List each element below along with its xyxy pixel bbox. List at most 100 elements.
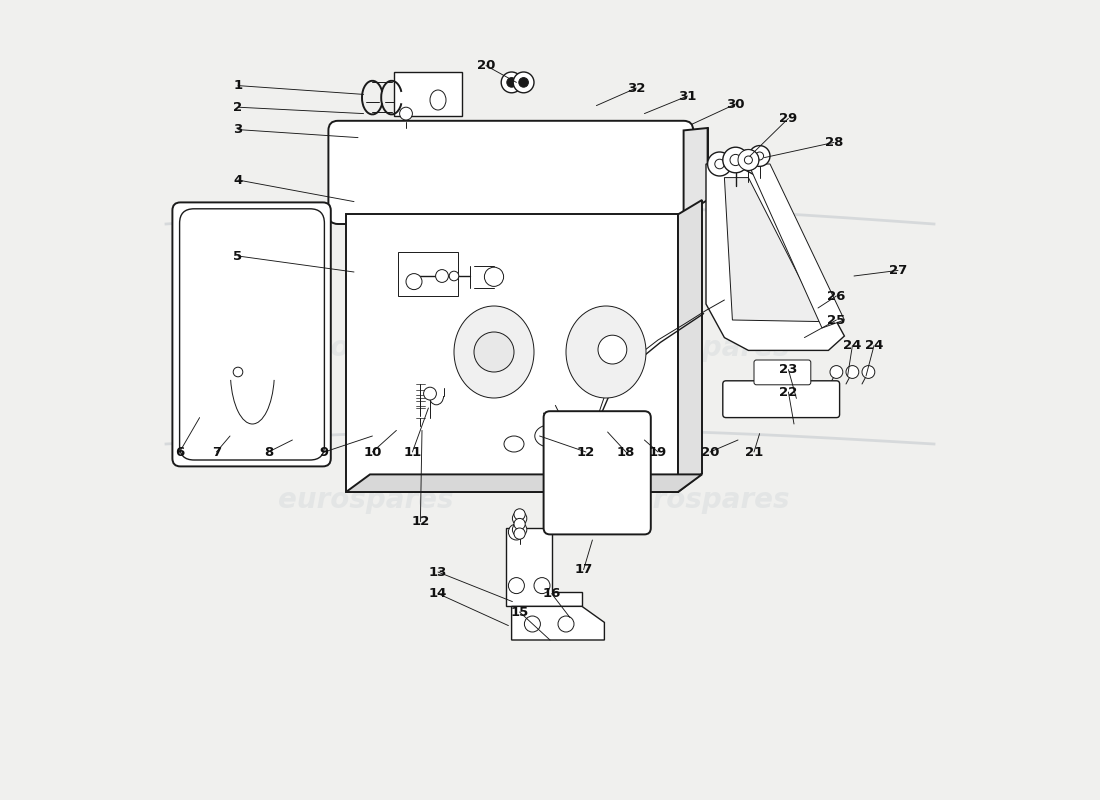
Text: 5: 5: [233, 250, 243, 262]
Circle shape: [745, 156, 752, 164]
Text: 7: 7: [212, 446, 221, 458]
Text: 2: 2: [233, 101, 243, 114]
Circle shape: [738, 150, 759, 170]
Circle shape: [846, 366, 859, 378]
Circle shape: [508, 524, 525, 540]
Circle shape: [513, 522, 527, 537]
Text: 20: 20: [476, 59, 495, 72]
Circle shape: [502, 72, 522, 93]
Text: 9: 9: [320, 446, 329, 458]
Circle shape: [436, 270, 449, 282]
Circle shape: [745, 156, 752, 164]
Polygon shape: [506, 528, 582, 606]
Text: eurospares: eurospares: [278, 486, 453, 514]
Text: 15: 15: [510, 606, 529, 618]
Circle shape: [514, 518, 525, 530]
Circle shape: [449, 271, 459, 281]
Text: 16: 16: [542, 587, 561, 600]
Text: 24: 24: [865, 339, 883, 352]
Text: 1: 1: [233, 79, 243, 92]
Circle shape: [598, 335, 627, 364]
FancyBboxPatch shape: [173, 202, 331, 466]
Text: 31: 31: [679, 90, 696, 102]
Circle shape: [749, 146, 770, 166]
Text: 24: 24: [844, 339, 861, 352]
Circle shape: [474, 332, 514, 372]
Text: 30: 30: [726, 98, 745, 110]
Text: eurospares: eurospares: [278, 334, 453, 362]
Ellipse shape: [454, 306, 534, 398]
Circle shape: [730, 154, 741, 166]
Circle shape: [513, 511, 527, 526]
Text: 29: 29: [779, 112, 798, 125]
Polygon shape: [346, 474, 702, 492]
Ellipse shape: [535, 425, 565, 447]
Circle shape: [583, 466, 612, 494]
Circle shape: [514, 528, 525, 539]
Circle shape: [525, 616, 540, 632]
Circle shape: [862, 366, 874, 378]
Polygon shape: [706, 164, 845, 350]
Text: 17: 17: [574, 563, 593, 576]
Polygon shape: [512, 606, 604, 640]
Text: 11: 11: [404, 446, 421, 458]
Circle shape: [484, 267, 504, 286]
Circle shape: [519, 78, 528, 87]
Circle shape: [507, 78, 516, 87]
Text: 8: 8: [264, 446, 273, 458]
Circle shape: [508, 578, 525, 594]
Text: eurospares: eurospares: [614, 334, 790, 362]
FancyBboxPatch shape: [754, 360, 811, 385]
Ellipse shape: [430, 90, 446, 110]
Circle shape: [726, 154, 742, 170]
Circle shape: [406, 274, 422, 290]
FancyBboxPatch shape: [723, 381, 839, 418]
Polygon shape: [725, 178, 822, 322]
Text: 6: 6: [175, 446, 184, 458]
Text: 21: 21: [745, 446, 763, 458]
Polygon shape: [748, 164, 845, 328]
Circle shape: [830, 366, 843, 378]
Polygon shape: [683, 128, 707, 214]
Text: 28: 28: [825, 136, 844, 149]
Circle shape: [534, 578, 550, 594]
Text: 20: 20: [701, 446, 719, 458]
Circle shape: [740, 154, 757, 170]
Text: 12: 12: [576, 446, 595, 458]
Circle shape: [563, 446, 630, 514]
Bar: [346, 214, 678, 492]
FancyBboxPatch shape: [543, 411, 651, 534]
Text: 25: 25: [827, 314, 846, 326]
Circle shape: [514, 72, 534, 93]
Circle shape: [424, 387, 437, 400]
Text: 10: 10: [363, 446, 382, 458]
Circle shape: [715, 159, 725, 169]
Text: 4: 4: [233, 174, 243, 186]
Polygon shape: [678, 200, 702, 492]
Circle shape: [723, 147, 748, 173]
Text: 27: 27: [889, 264, 908, 277]
Circle shape: [756, 152, 763, 160]
Bar: [394, 72, 462, 116]
Bar: [398, 252, 458, 296]
Text: eurospares: eurospares: [614, 486, 790, 514]
Text: 23: 23: [779, 363, 798, 376]
Text: 19: 19: [649, 446, 667, 458]
Ellipse shape: [504, 436, 524, 452]
Ellipse shape: [566, 306, 646, 398]
Text: 26: 26: [827, 290, 846, 302]
Circle shape: [558, 616, 574, 632]
Circle shape: [399, 107, 412, 120]
Text: 22: 22: [779, 386, 798, 398]
Text: 32: 32: [627, 82, 646, 94]
Text: 14: 14: [429, 587, 448, 600]
Text: 3: 3: [233, 123, 243, 136]
Circle shape: [514, 509, 525, 520]
Text: 12: 12: [411, 515, 429, 528]
Circle shape: [233, 367, 243, 377]
FancyBboxPatch shape: [329, 121, 693, 224]
Text: 13: 13: [429, 566, 448, 578]
Circle shape: [738, 150, 759, 170]
Circle shape: [707, 152, 732, 176]
FancyBboxPatch shape: [179, 209, 324, 460]
